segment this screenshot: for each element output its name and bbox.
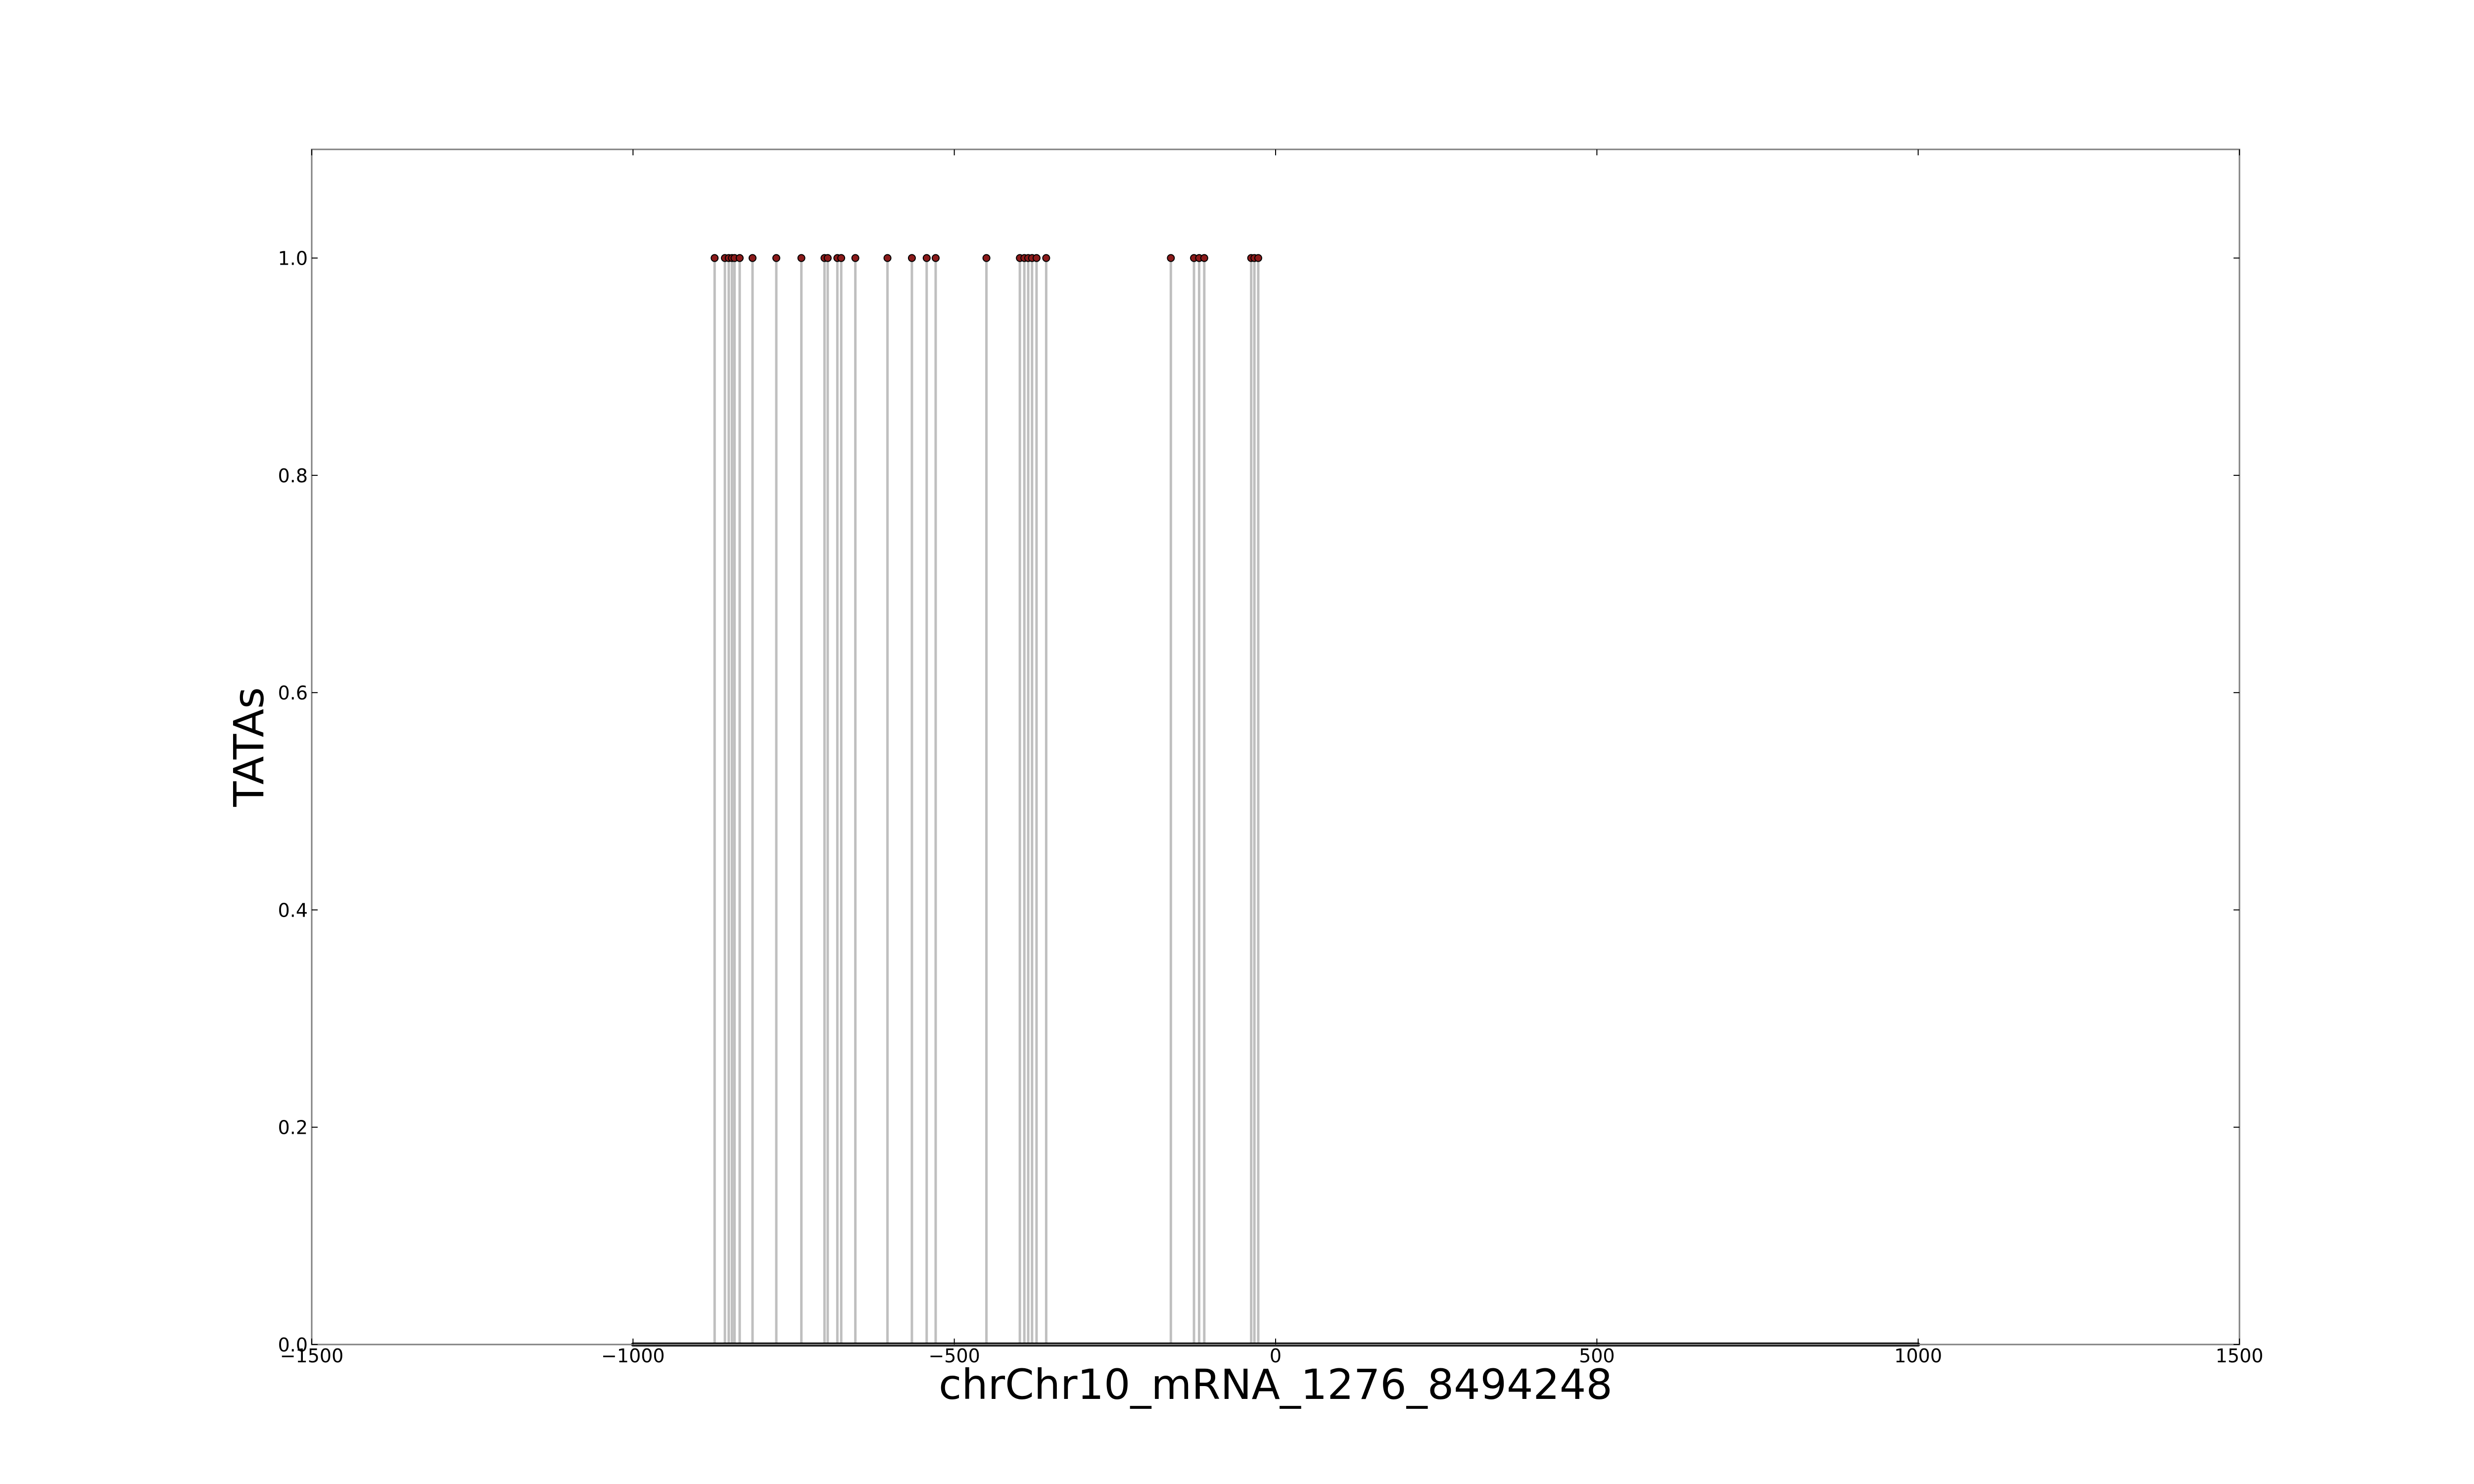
- y-axis-title: TATAs: [225, 687, 273, 807]
- stem-marker: [1200, 254, 1208, 262]
- x-axis-title: chrChr10_mRNA_1276_8494248: [939, 1360, 1613, 1409]
- stem-marker: [735, 254, 744, 262]
- x-axis: −1500 −1000 −500 0 500 1000 1500: [280, 149, 2264, 1367]
- x-tick-label: 1500: [2216, 1345, 2264, 1367]
- stem-marker: [1254, 254, 1262, 262]
- stem-marker: [772, 254, 780, 262]
- stem-marker: [837, 254, 846, 262]
- y-tick-label: 1.0: [278, 248, 308, 270]
- stem-marker: [1032, 254, 1041, 262]
- stem-marker: [907, 254, 916, 262]
- stems-layer: [713, 258, 1260, 1345]
- y-tick-label: 0.8: [278, 465, 308, 487]
- y-tick-label: 0.2: [278, 1117, 308, 1139]
- stem-marker: [851, 254, 859, 262]
- y-tick-label: 0.0: [278, 1334, 308, 1356]
- stem-marker: [922, 254, 931, 262]
- x-tick-label: 1000: [1894, 1345, 1942, 1367]
- y-axis: 0.0 0.2 0.4 0.6 0.8 1.0: [278, 248, 2239, 1356]
- stem-marker: [748, 254, 757, 262]
- stem-marker: [797, 254, 806, 262]
- x-tick-label: 0: [1270, 1345, 1282, 1367]
- plot-area: [312, 149, 2239, 1345]
- stem-marker: [1167, 254, 1175, 262]
- stem-marker: [883, 254, 892, 262]
- x-tick-label: −500: [928, 1345, 980, 1367]
- x-tick-label: −1500: [280, 1345, 344, 1367]
- stem-marker: [932, 254, 940, 262]
- stem-marker: [1042, 254, 1050, 262]
- y-tick-label: 0.4: [278, 899, 308, 921]
- stem-marker: [823, 254, 832, 262]
- x-tick-label: 500: [1579, 1345, 1615, 1367]
- markers-layer: [711, 254, 1262, 262]
- y-tick-label: 0.6: [278, 682, 308, 704]
- stem-marker: [711, 254, 719, 262]
- x-tick-label: −1000: [601, 1345, 665, 1367]
- stem-marker: [982, 254, 991, 262]
